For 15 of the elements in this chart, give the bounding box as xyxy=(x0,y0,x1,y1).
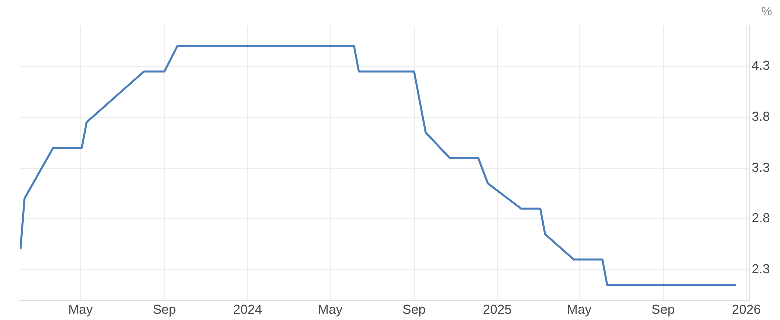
x-tick-label: Sep xyxy=(153,302,176,317)
x-tick-label: May xyxy=(318,302,344,317)
x-tick-label: May xyxy=(567,302,592,317)
x-tick-label: May xyxy=(68,302,94,317)
y-axis-title: % xyxy=(762,4,773,18)
x-tick-label: 2026 xyxy=(732,302,762,317)
y-tick-label: 2.3 xyxy=(752,261,770,276)
y-tick-label: 4.3 xyxy=(752,58,770,74)
x-tick-label: Sep xyxy=(402,302,426,317)
y-tick-label: 3.3 xyxy=(752,160,770,175)
x-tick-label: 2024 xyxy=(233,302,262,317)
y-tick-label: 2.8 xyxy=(752,210,770,226)
x-tick-label: 2025 xyxy=(483,302,512,317)
y-tick-label: 3.8 xyxy=(752,109,770,124)
x-tick-label: Sep xyxy=(652,302,675,317)
